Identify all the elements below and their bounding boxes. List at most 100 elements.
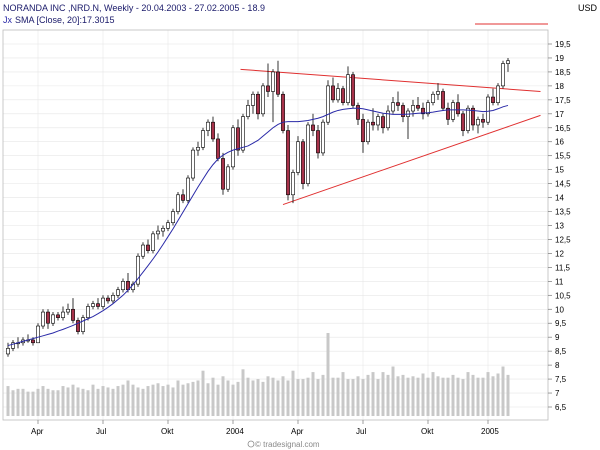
candle-up [346, 74, 350, 103]
volume-bar [156, 383, 160, 416]
volume-bar [141, 388, 145, 416]
chart-grid [2, 29, 549, 421]
volume-bar [311, 372, 315, 416]
volume-bars [6, 333, 510, 416]
candle-down [31, 339, 35, 344]
volume-bar [186, 383, 190, 416]
candle-up [496, 85, 500, 103]
y-tick-label: 11 [555, 277, 564, 286]
volume-bar [336, 377, 340, 416]
candle-up [171, 211, 175, 224]
volume-bar [151, 384, 155, 416]
volume-bar [331, 377, 335, 416]
candle-up [86, 306, 90, 318]
volume-bar [91, 384, 95, 416]
y-tick-label: 11,5 [555, 263, 571, 272]
volume-bar [61, 386, 65, 416]
volume-bar [146, 386, 150, 416]
y-tick-label: 17 [555, 110, 564, 119]
candle-down [256, 93, 260, 115]
candle-up [271, 71, 275, 92]
candle-up [196, 147, 200, 151]
candle-up [386, 110, 390, 129]
candle-down [216, 138, 220, 159]
candle-down [401, 105, 405, 117]
volume-bar [81, 388, 85, 416]
sma-legend-marker: Jx [3, 15, 13, 25]
candle-down [416, 105, 420, 109]
x-axis: Apr Jul Okt 2004 Apr Jul Okt 2005 [31, 420, 499, 436]
y-tick-label: 7,5 [555, 375, 567, 384]
candlesticks [6, 57, 510, 357]
candle-down [301, 141, 305, 184]
volume-bar [451, 374, 455, 416]
candle-down [236, 127, 240, 151]
candle-up [436, 91, 440, 95]
support-trendline [282, 114, 541, 206]
volume-bar [256, 379, 260, 416]
volume-bar [346, 379, 350, 416]
candle-up [501, 63, 505, 87]
candle-down [331, 85, 335, 101]
volume-bar [306, 377, 310, 416]
candle-up [156, 230, 160, 235]
volume-bar [71, 384, 75, 416]
candle-down [361, 119, 365, 143]
volume-bar [461, 379, 465, 416]
candle-up [11, 342, 15, 349]
volume-bar [121, 384, 125, 416]
x-tick-label: Jul [96, 427, 106, 436]
watermark: © tradesignal.com [255, 440, 320, 449]
volume-bar [221, 376, 225, 416]
candle-down [421, 107, 425, 115]
candle-up [486, 96, 490, 123]
candle-up [411, 105, 415, 112]
y-tick-label: 10,5 [555, 291, 571, 300]
sma-legend: Jx SMA [Close, 20]:17.3015 [3, 15, 115, 25]
volume-bar [266, 376, 270, 416]
candle-down [481, 119, 485, 123]
y-tick-label: 15,5 [555, 152, 571, 161]
candle-up [261, 85, 265, 115]
volume-bar [411, 376, 415, 416]
volume-bar [111, 388, 115, 416]
tradesignal-logo-icon [247, 440, 255, 448]
volume-bar [196, 380, 200, 416]
candle-down [56, 314, 60, 318]
candle-up [191, 149, 195, 179]
candle-up [101, 297, 105, 307]
y-axis: 6,5 7 7,5 8 8,5 9 9,5 10 10,5 11 11,5 12 12,5 13 13,5 1… [548, 40, 571, 412]
candle-down [491, 96, 495, 103]
candle-up [61, 311, 65, 318]
y-tick-label: 6,5 [555, 403, 567, 412]
volume-bar [11, 390, 15, 416]
volume-bar [216, 384, 220, 416]
candle-down [381, 116, 385, 129]
volume-bar [456, 377, 460, 416]
candle-up [91, 303, 95, 307]
candle-down [76, 320, 80, 332]
volume-bar [166, 384, 170, 416]
candle-up [506, 60, 510, 64]
candle-up [66, 308, 70, 313]
y-tick-label: 16,5 [555, 124, 571, 133]
y-tick-label: 12,5 [555, 235, 571, 244]
volume-bar [401, 374, 405, 416]
candle-down [221, 158, 225, 190]
volume-bar [241, 369, 245, 416]
sma-20-line [7, 104, 509, 347]
volume-bar [446, 377, 450, 416]
volume-bar [56, 390, 60, 416]
volume-bar [286, 380, 290, 416]
candle-down [46, 311, 50, 324]
candle-down [96, 303, 100, 307]
candle-down [181, 194, 185, 201]
candle-up [231, 127, 235, 168]
volume-bar [301, 379, 305, 416]
y-tick-label: 16 [555, 138, 564, 147]
candle-down [316, 130, 320, 154]
volume-bar [16, 388, 20, 416]
candle-up [366, 121, 370, 143]
volume-bar [161, 386, 165, 416]
